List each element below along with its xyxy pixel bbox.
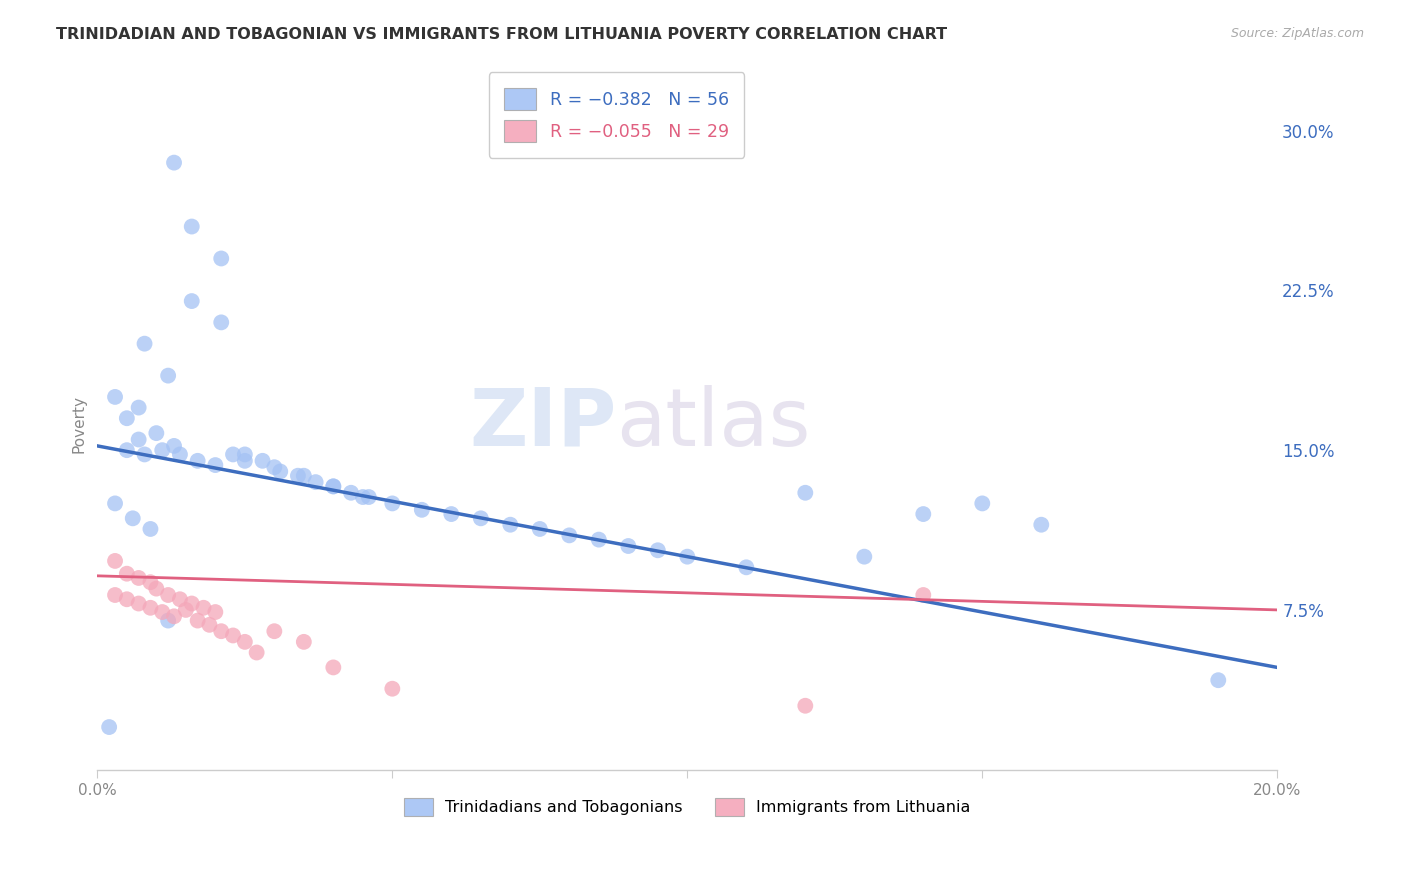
Point: [204, 458, 226, 472]
Point: [163, 609, 186, 624]
Point: [104, 390, 127, 404]
Point: [104, 554, 127, 568]
Text: atlas: atlas: [616, 384, 811, 463]
Point: [233, 635, 256, 649]
Point: [115, 592, 138, 607]
Point: [163, 439, 186, 453]
Point: [98, 720, 121, 734]
Point: [794, 485, 817, 500]
Point: [169, 592, 191, 607]
Point: [381, 681, 404, 696]
Point: [198, 617, 221, 632]
Point: [134, 447, 156, 461]
Y-axis label: Poverty: Poverty: [72, 394, 86, 452]
Point: [252, 454, 274, 468]
Point: [470, 511, 492, 525]
Point: [209, 624, 232, 639]
Point: [269, 465, 291, 479]
Point: [128, 433, 150, 447]
Point: [558, 528, 581, 542]
Point: [204, 605, 226, 619]
Point: [1206, 673, 1229, 688]
Point: [222, 447, 245, 461]
Point: [157, 614, 180, 628]
Point: [352, 490, 374, 504]
Point: [233, 454, 256, 468]
Point: [246, 646, 269, 660]
Point: [209, 252, 232, 266]
Point: [180, 294, 202, 309]
Point: [163, 155, 186, 169]
Point: [134, 336, 156, 351]
Point: [145, 426, 167, 441]
Point: [617, 539, 640, 553]
Point: [292, 468, 315, 483]
Point: [912, 588, 935, 602]
Point: [128, 597, 150, 611]
Point: [588, 533, 610, 547]
Point: [193, 600, 215, 615]
Text: Source: ZipAtlas.com: Source: ZipAtlas.com: [1230, 27, 1364, 40]
Point: [263, 460, 285, 475]
Point: [128, 401, 150, 415]
Point: [145, 582, 167, 596]
Point: [1031, 517, 1053, 532]
Point: [157, 588, 180, 602]
Point: [322, 660, 344, 674]
Point: [676, 549, 699, 564]
Point: [139, 600, 162, 615]
Point: [292, 635, 315, 649]
Text: ZIP: ZIP: [470, 384, 616, 463]
Point: [647, 543, 669, 558]
Point: [180, 219, 202, 234]
Point: [187, 454, 209, 468]
Point: [340, 485, 363, 500]
Point: [287, 468, 309, 483]
Point: [180, 597, 202, 611]
Point: [972, 496, 994, 510]
Point: [174, 603, 197, 617]
Point: [104, 588, 127, 602]
Point: [794, 698, 817, 713]
Text: TRINIDADIAN AND TOBAGONIAN VS IMMIGRANTS FROM LITHUANIA POVERTY CORRELATION CHAR: TRINIDADIAN AND TOBAGONIAN VS IMMIGRANTS…: [56, 27, 948, 42]
Point: [304, 475, 326, 489]
Point: [169, 447, 191, 461]
Point: [150, 443, 173, 458]
Point: [263, 624, 285, 639]
Point: [912, 507, 935, 521]
Point: [233, 447, 256, 461]
Point: [411, 503, 433, 517]
Legend: Trinidadians and Tobagonians, Immigrants from Lithuania: Trinidadians and Tobagonians, Immigrants…: [396, 789, 979, 824]
Point: [187, 614, 209, 628]
Point: [529, 522, 551, 536]
Point: [157, 368, 180, 383]
Point: [139, 575, 162, 590]
Point: [115, 566, 138, 581]
Point: [735, 560, 758, 574]
Point: [104, 496, 127, 510]
Point: [499, 517, 522, 532]
Point: [128, 571, 150, 585]
Point: [381, 496, 404, 510]
Point: [150, 605, 173, 619]
Point: [115, 443, 138, 458]
Point: [322, 479, 344, 493]
Point: [209, 315, 232, 329]
Point: [322, 479, 344, 493]
Point: [139, 522, 162, 536]
Point: [115, 411, 138, 425]
Point: [357, 490, 380, 504]
Point: [222, 628, 245, 642]
Point: [121, 511, 143, 525]
Point: [853, 549, 876, 564]
Point: [440, 507, 463, 521]
